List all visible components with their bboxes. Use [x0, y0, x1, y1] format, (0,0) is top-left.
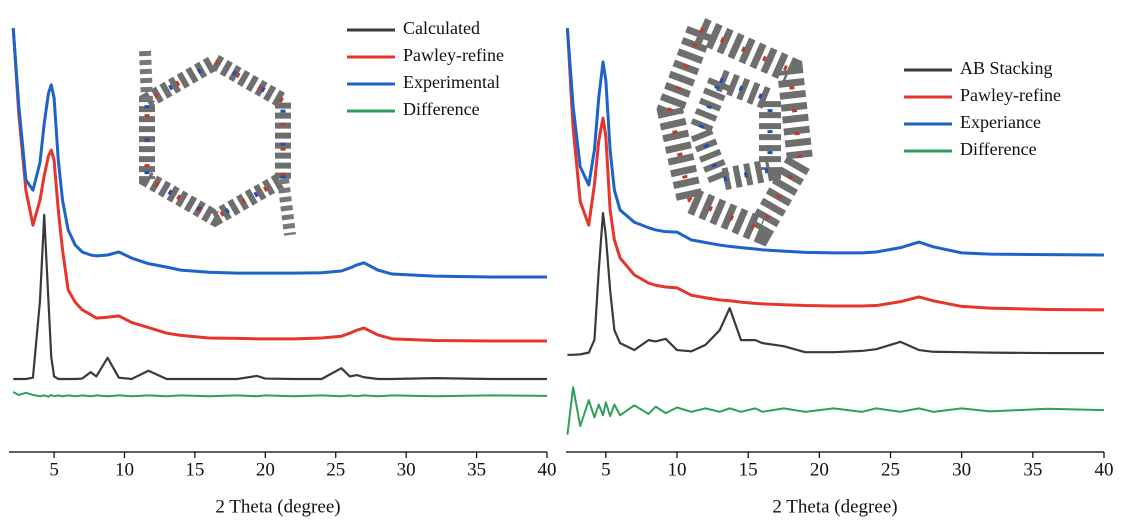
legend-label: Experimental — [403, 72, 500, 92]
legend-label: Pawley-refine — [960, 85, 1061, 105]
x-tick-label: 30 — [397, 459, 416, 480]
legend-label: Difference — [960, 139, 1037, 159]
molecule-left — [145, 50, 290, 235]
series-line — [13, 215, 547, 379]
x-tick-label: 5 — [601, 459, 611, 480]
x-tick-label: 35 — [1023, 459, 1042, 480]
legend-label: Pawley-refine — [403, 45, 504, 65]
legend-label: Difference — [403, 99, 480, 119]
x-tick-label: 5 — [49, 459, 59, 480]
x-tick-label: 30 — [952, 459, 971, 480]
legend-label: Calculated — [403, 18, 480, 38]
x-axis-label: 2 Theta (degree) — [772, 496, 897, 517]
series-line — [13, 392, 547, 397]
x-tick-label: 25 — [881, 459, 900, 480]
molecule-arm — [283, 179, 290, 235]
x-tick-label: 40 — [538, 459, 557, 480]
x-tick-label: 20 — [810, 459, 829, 480]
x-axis-label: 2 Theta (degree) — [215, 496, 340, 517]
figure: 5 10 15 20 25 30 35 40 2 Theta (degree) Calculate… — [0, 0, 1126, 527]
legend-label: Experiance — [960, 112, 1041, 132]
x-tick-label: 25 — [326, 459, 345, 480]
x-tick-label: 20 — [256, 459, 275, 480]
x-tick-label: 10 — [668, 459, 687, 480]
x-tick-label: 35 — [467, 459, 486, 480]
x-tick-label: 15 — [185, 459, 204, 480]
x-tick-label: 10 — [115, 459, 134, 480]
x-tick-label: 15 — [739, 459, 758, 480]
molecule-right — [670, 30, 800, 230]
molecule-ring — [147, 62, 283, 218]
series-line — [567, 387, 1104, 435]
x-tick-label: 40 — [1095, 459, 1114, 480]
legend-label: AB Stacking — [960, 58, 1053, 78]
